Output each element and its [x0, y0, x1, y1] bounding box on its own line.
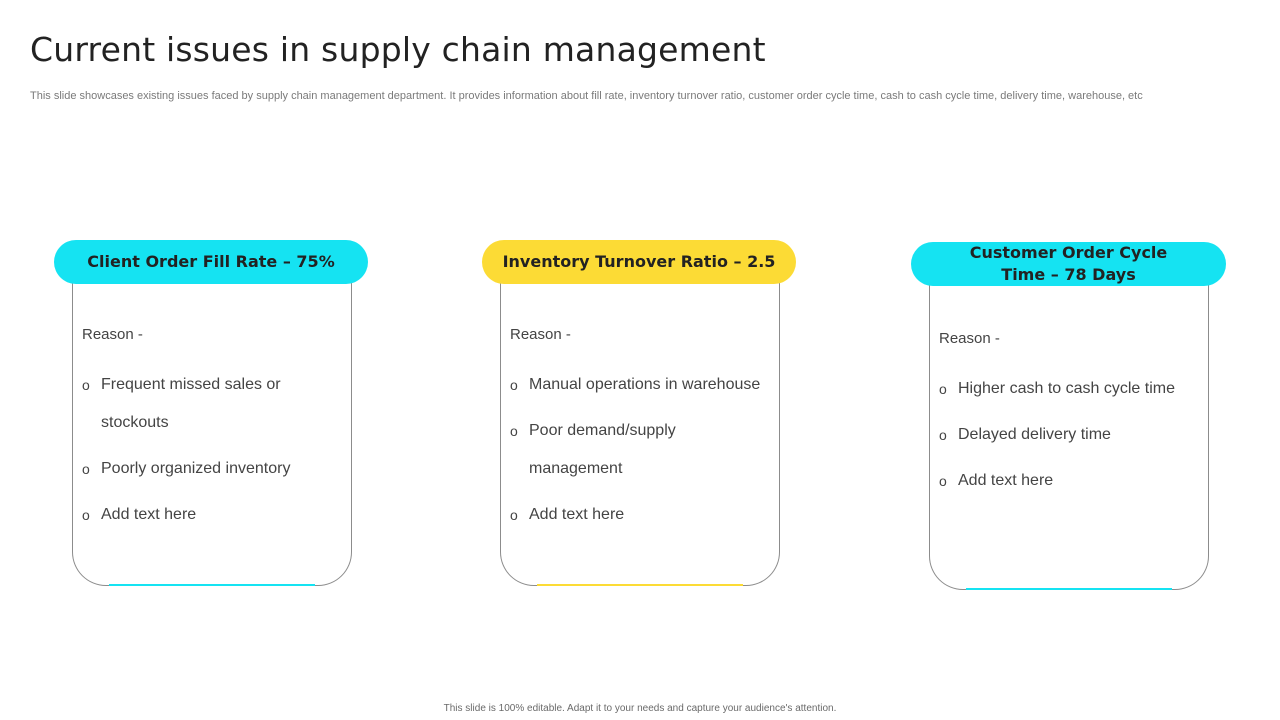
bullet-icon: o [82, 377, 90, 393]
list-item: o Add text here [510, 496, 769, 534]
list-item: o Add text here [82, 496, 341, 534]
slide-footer: This slide is 100% editable. Adapt it to… [443, 703, 837, 714]
card-heading-fill-rate: Client Order Fill Rate – 75% [54, 240, 368, 284]
list-item: o Poorly organized inventory [82, 450, 341, 488]
slide-title: Current issues in supply chain managemen… [30, 30, 766, 69]
list-item-text: Poorly organized inventory [101, 460, 291, 477]
list-item: o Poor demand/supply management [510, 412, 769, 488]
issue-card-turnover-ratio: Reason - o Manual operations in warehouse… [500, 276, 780, 586]
list-item-text: Higher cash to cash cycle time [958, 380, 1175, 397]
card-heading-order-cycle: Customer Order Cycle Time – 78 Days [911, 242, 1226, 286]
list-item-text: Delayed delivery time [958, 426, 1111, 443]
list-item: o Delayed delivery time [939, 416, 1198, 454]
reason-label: Reason - [82, 326, 143, 343]
bullet-icon: o [82, 507, 90, 523]
card-accent-line [537, 584, 743, 586]
bullet-icon: o [939, 473, 947, 489]
bullet-icon: o [939, 427, 947, 443]
list-item-text: Add text here [958, 472, 1054, 489]
list-item: o Frequent missed sales or stockouts [82, 366, 341, 442]
issue-card-order-cycle: Reason - o Higher cash to cash cycle time… [929, 280, 1209, 590]
bullet-icon: o [82, 461, 90, 477]
list-item-text: Poor demand/supply management [529, 422, 676, 477]
reason-list: o Higher cash to cash cycle time o Delayed… [939, 370, 1198, 508]
card-accent-line [109, 584, 315, 586]
bullet-icon: o [510, 377, 518, 393]
list-item: o Add text here [939, 462, 1198, 500]
bullet-icon: o [939, 381, 947, 397]
reason-label: Reason - [510, 326, 571, 343]
reason-list: o Manual operations in warehouse o Poor de… [510, 366, 769, 542]
list-item-text: Add text here [529, 506, 625, 523]
list-item-text: Manual operations in warehouse [529, 376, 761, 393]
card-accent-line [966, 588, 1172, 590]
list-item-text: Add text here [101, 506, 197, 523]
issue-card-fill-rate: Reason - o Frequent missed sales or stock… [72, 276, 352, 586]
card-heading-turnover-ratio: Inventory Turnover Ratio – 2.5 [482, 240, 796, 284]
reason-list: o Frequent missed sales or stockouts o Poo… [82, 366, 341, 542]
bullet-icon: o [510, 423, 518, 439]
list-item-text: Frequent missed sales or stockouts [101, 376, 281, 431]
list-item: o Higher cash to cash cycle time [939, 370, 1198, 408]
bullet-icon: o [510, 507, 518, 523]
slide-subtitle: This slide showcases existing issues fac… [30, 90, 1143, 102]
reason-label: Reason - [939, 330, 1000, 347]
list-item: o Manual operations in warehouse [510, 366, 769, 404]
